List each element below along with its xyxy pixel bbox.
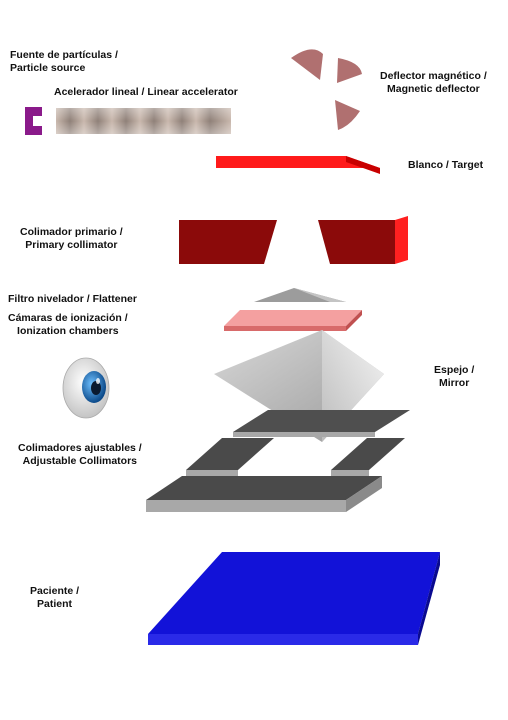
patient-table: [148, 552, 440, 645]
label-primary-collimator: Colimador primario / Primary collimator: [20, 226, 123, 251]
flattener-filter: [254, 288, 346, 302]
label-flattener: Filtro nivelador / Flattener: [8, 293, 137, 305]
label-particle-source: Fuente de partículas / Particle source: [10, 49, 118, 74]
primary-collimator: [179, 216, 408, 264]
label-magnetic-deflector: Deflector magnético / Magnetic deflector: [380, 70, 487, 95]
adjustable-collimators: [146, 410, 410, 512]
ionization-chamber: [224, 310, 362, 331]
eye-icon: [62, 357, 110, 419]
label-adjustable-collimators: Colimadores ajustables / Adjustable Coll…: [18, 442, 142, 467]
target-plate: [216, 156, 380, 174]
label-ionization-chambers: Cámaras de ionización / Ionization chamb…: [8, 312, 128, 337]
label-patient: Paciente / Patient: [30, 585, 80, 610]
magnetic-deflector: [291, 49, 362, 130]
label-linear-accelerator: Acelerador lineal / Linear accelerator: [54, 86, 238, 98]
label-target: Blanco / Target: [408, 159, 484, 171]
linear-accelerator: [56, 108, 231, 134]
label-mirror: Espejo / Mirror: [434, 364, 475, 389]
particle-source: [25, 107, 42, 135]
